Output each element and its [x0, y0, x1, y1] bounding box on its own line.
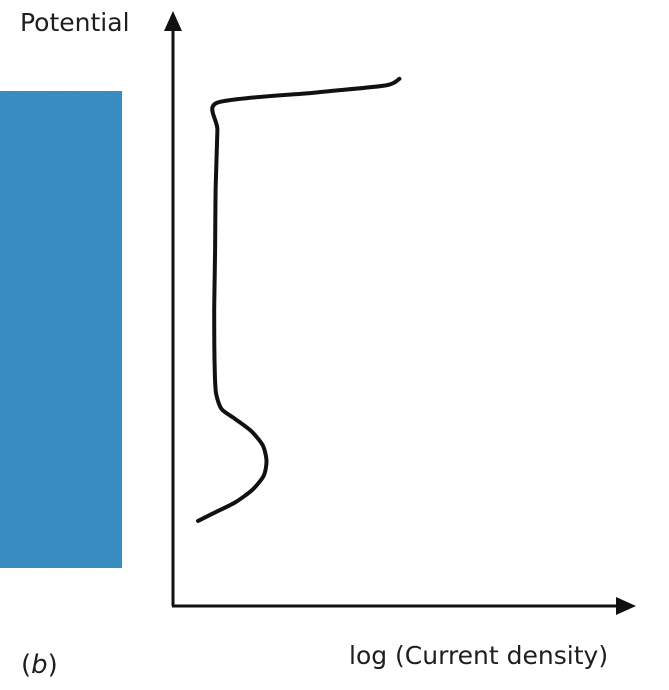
x-axis-label: log (Current density)	[349, 641, 609, 670]
series-layer	[196, 76, 402, 523]
y-axis-arrowhead	[164, 11, 182, 31]
panel-label: (b)	[21, 652, 58, 678]
y-axis-label: Potential	[20, 8, 130, 37]
series-line-0	[196, 76, 402, 523]
panel-label-open-paren: (	[21, 650, 32, 680]
electrode-surface-panel	[0, 91, 122, 568]
x-axis-arrowhead	[616, 597, 636, 615]
panel-label-close-paren: )	[47, 650, 58, 680]
panel-label-letter: b	[31, 650, 48, 680]
